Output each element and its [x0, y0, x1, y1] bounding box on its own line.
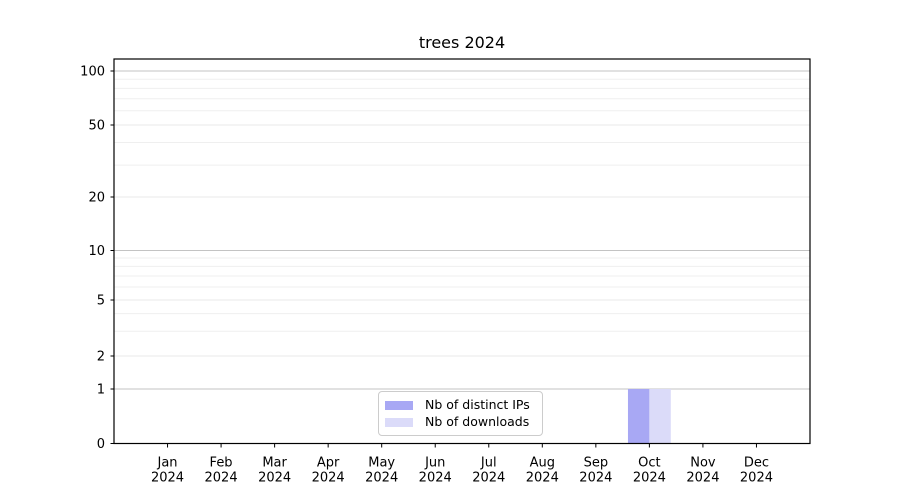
y-tick-label: 2 — [97, 350, 105, 365]
x-tick-label-month: May — [368, 456, 395, 471]
legend-swatch-distinct-ips-icon — [385, 400, 413, 410]
x-tick-label-year: 2024 — [633, 471, 666, 486]
legend-label-distinct-ips: Nb of distinct IPs — [425, 397, 530, 412]
x-tick-label-month: Jul — [480, 456, 497, 471]
x-tick-label-month: Nov — [690, 456, 716, 471]
y-tick-label: 50 — [88, 119, 105, 134]
legend: Nb of distinct IPs Nb of downloads — [378, 391, 543, 436]
bar-downloads-oct — [649, 389, 671, 444]
legend-label-downloads: Nb of downloads — [425, 414, 530, 429]
x-tick-label-month: Aug — [530, 456, 555, 471]
x-tick-label-year: 2024 — [151, 471, 184, 486]
x-tick-label-month: Apr — [317, 456, 340, 471]
x-tick-label-year: 2024 — [472, 471, 505, 486]
x-tick-label-month: Feb — [210, 456, 233, 471]
legend-item-distinct-ips: Nb of distinct IPs — [385, 397, 534, 413]
x-tick-label-year: 2024 — [740, 471, 773, 486]
x-tick-label-year: 2024 — [419, 471, 452, 486]
y-tick-label: 100 — [80, 65, 105, 80]
x-tick-label-year: 2024 — [686, 471, 719, 486]
x-tick-label-year: 2024 — [365, 471, 398, 486]
x-tick-label-month: Dec — [744, 456, 769, 471]
chart-title: trees 2024 — [418, 33, 506, 52]
y-tick-label: 1 — [97, 383, 105, 398]
y-tick-label: 0 — [97, 437, 105, 452]
x-tick-label-month: Jan — [157, 456, 178, 471]
x-tick-label-month: Oct — [638, 456, 660, 471]
legend-item-downloads: Nb of downloads — [385, 414, 534, 430]
x-tick-label-month: Mar — [262, 456, 287, 471]
x-tick-label-year: 2024 — [526, 471, 559, 486]
y-tick-label: 10 — [88, 244, 105, 259]
y-tick-label: 5 — [97, 294, 105, 309]
x-tick-label-month: Jun — [424, 456, 445, 471]
bar-distinct-ips-oct — [627, 389, 650, 444]
x-tick-label-year: 2024 — [205, 471, 238, 486]
legend-swatch-downloads-icon — [385, 417, 413, 427]
plot-border — [113, 58, 811, 445]
x-tick-label-year: 2024 — [312, 471, 345, 486]
y-tick-label: 20 — [88, 191, 105, 206]
x-tick-label-month: Sep — [584, 456, 609, 471]
x-tick-label-year: 2024 — [258, 471, 291, 486]
x-tick-label-year: 2024 — [579, 471, 612, 486]
